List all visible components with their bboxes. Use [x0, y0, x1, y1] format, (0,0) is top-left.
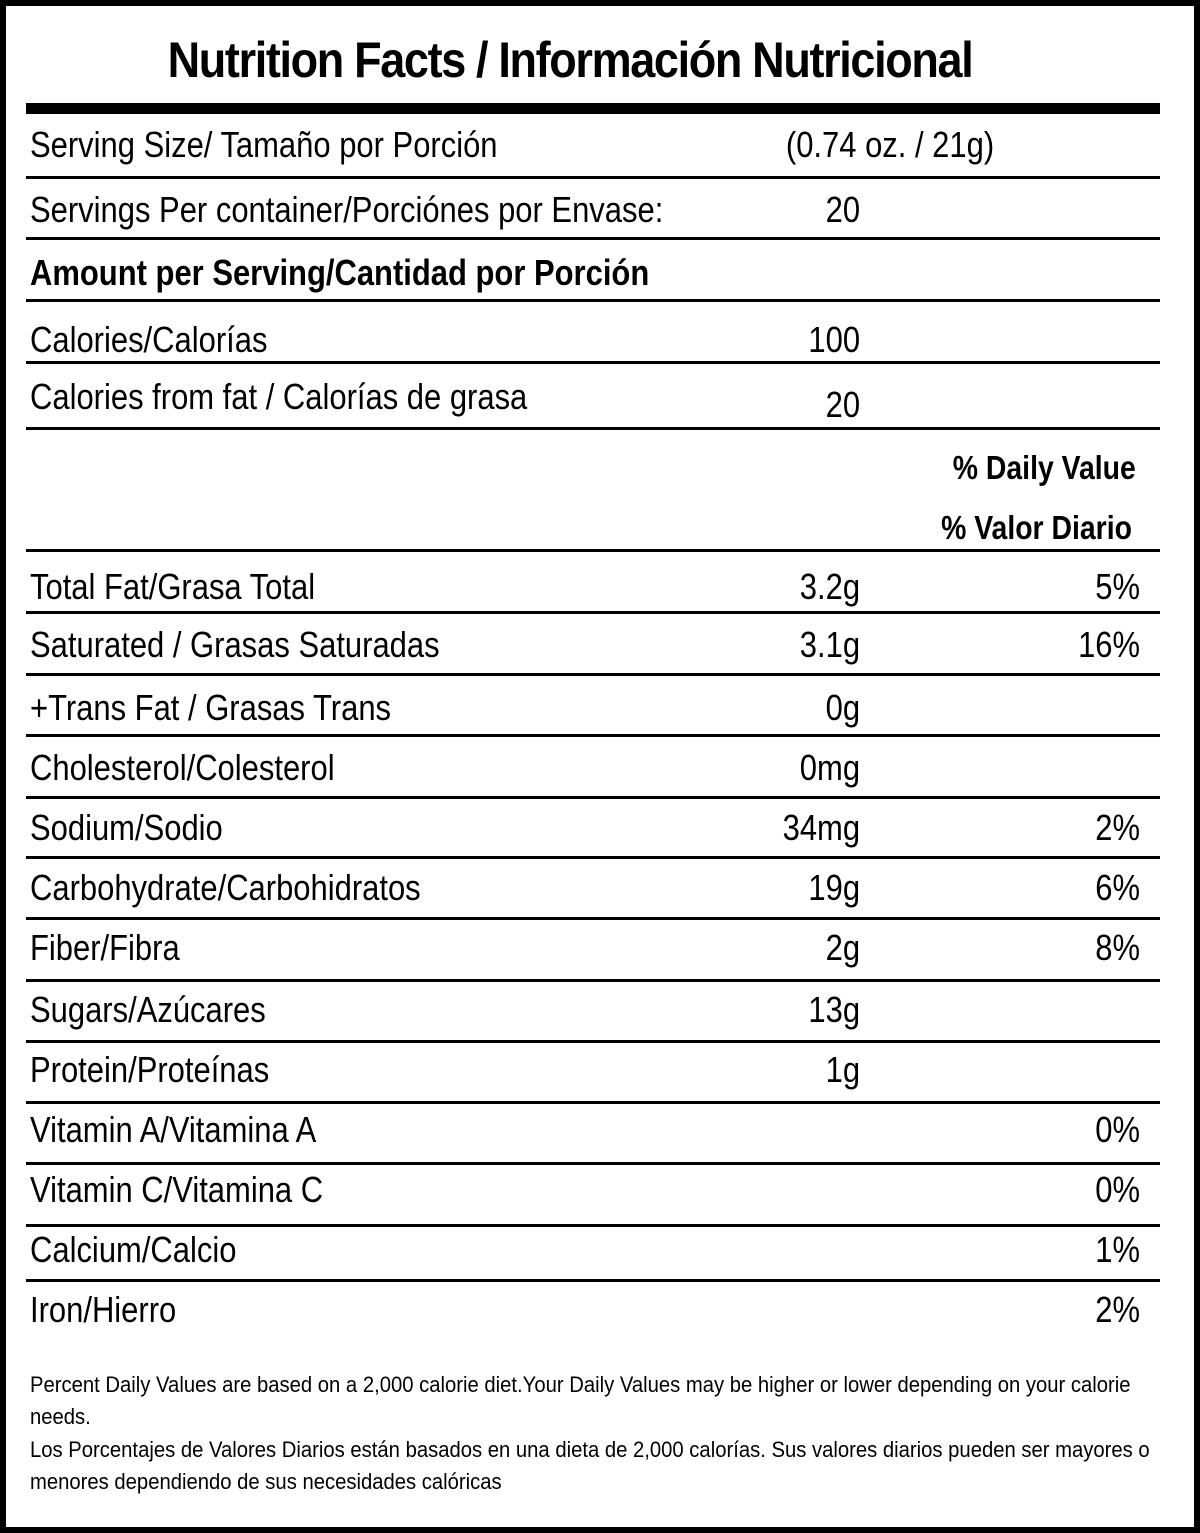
nutrient-row: Saturated / Grasas Saturadas 3.1g 16% — [0, 623, 1200, 667]
divider — [26, 979, 1160, 982]
amount-per-serving-header: Amount per Serving/Cantidad por Porción — [0, 251, 1200, 295]
nutrient-daily-value: 6% — [1095, 867, 1140, 908]
nutrient-row: Iron/Hierro 2% — [0, 1288, 1200, 1332]
nutrient-daily-value: 1% — [1095, 1229, 1140, 1270]
divider — [26, 734, 1160, 737]
divider — [26, 856, 1160, 859]
nutrient-label: Sodium/Sodio — [30, 807, 223, 848]
divider — [26, 237, 1160, 240]
nutrient-row: Calcium/Calcio 1% — [0, 1228, 1200, 1272]
nutrient-row: Vitamin C/Vitamina C 0% — [0, 1168, 1200, 1212]
footnote-en: Percent Daily Values are based on a 2,00… — [30, 1372, 1131, 1429]
divider — [26, 796, 1160, 799]
servings-per-container-label: Servings Per container/Porciónes por Env… — [30, 189, 664, 230]
divider — [26, 917, 1160, 920]
calories-value: 100 — [808, 319, 860, 360]
nutrient-row: Sodium/Sodio 34mg 2% — [0, 806, 1200, 850]
nutrient-label: Vitamin C/Vitamina C — [30, 1169, 324, 1210]
nutrient-label: Vitamin A/Vitamina A — [30, 1109, 317, 1150]
nutrient-amount: 19g — [808, 867, 860, 908]
divider — [26, 427, 1160, 430]
nutrient-amount: 3.1g — [799, 624, 860, 665]
divider — [26, 1279, 1160, 1282]
divider — [26, 1224, 1160, 1227]
nutrient-daily-value: 0% — [1095, 1109, 1140, 1150]
nutrient-amount: 2g — [825, 927, 860, 968]
nutrient-label: Saturated / Grasas Saturadas — [30, 624, 440, 665]
divider — [26, 611, 1160, 614]
daily-value-header-es-row: % Valor Diario — [0, 506, 1200, 550]
divider — [26, 361, 1160, 364]
nutrient-row: Sugars/Azúcares 13g — [0, 988, 1200, 1032]
nutrient-amount: 1g — [825, 1049, 860, 1090]
nutrient-row: Total Fat/Grasa Total 3.2g 5% — [0, 565, 1200, 609]
nutrient-daily-value: 2% — [1095, 807, 1140, 848]
nutrient-daily-value: 5% — [1095, 566, 1140, 607]
nutrient-label: Calcium/Calcio — [30, 1229, 237, 1270]
daily-value-header-en: % Daily Value — [953, 449, 1136, 486]
thick-divider — [26, 103, 1160, 114]
divider — [26, 1040, 1160, 1043]
nutrient-label: Protein/Proteínas — [30, 1049, 270, 1090]
calories-row: Calories/Calorías 100 — [0, 318, 1200, 362]
nutrient-label: Sugars/Azúcares — [30, 989, 266, 1030]
nutrient-daily-value: 2% — [1095, 1289, 1140, 1330]
nutrient-amount: 0mg — [799, 747, 860, 788]
serving-size-label: Serving Size/ Tamaño por Porción — [30, 124, 498, 165]
nutrient-daily-value: 0% — [1095, 1169, 1140, 1210]
nutrient-row: Cholesterol/Colesterol 0mg — [0, 746, 1200, 790]
calories-from-fat-label: Calories from fat / Calorías de grasa — [30, 376, 528, 417]
nutrient-row: Fiber/Fibra 2g 8% — [0, 926, 1200, 970]
daily-value-header-en-row: % Daily Value — [0, 446, 1200, 490]
amount-per-serving-label: Amount per Serving/Cantidad por Porción — [30, 252, 650, 293]
nutrient-label: Total Fat/Grasa Total — [30, 566, 316, 607]
nutrient-label: Iron/Hierro — [30, 1289, 177, 1330]
nutrient-label: +Trans Fat / Grasas Trans — [30, 687, 392, 728]
nutrient-label: Fiber/Fibra — [30, 927, 180, 968]
nutrient-label: Cholesterol/Colesterol — [30, 747, 335, 788]
daily-value-header-es: % Valor Diario — [941, 509, 1132, 546]
nutrient-daily-value: 16% — [1078, 624, 1140, 665]
nutrient-row: +Trans Fat / Grasas Trans 0g — [0, 686, 1200, 730]
nutrient-amount: 34mg — [782, 807, 860, 848]
serving-size-row: Serving Size/ Tamaño por Porción (0.74 o… — [0, 123, 1200, 167]
servings-per-container-value: 20 — [825, 189, 860, 230]
nutrient-row: Vitamin A/Vitamina A 0% — [0, 1108, 1200, 1152]
divider — [26, 176, 1160, 179]
divider — [26, 549, 1160, 552]
nutrient-amount: 13g — [808, 989, 860, 1030]
calories-from-fat-value: 20 — [825, 384, 860, 425]
calories-from-fat-row: Calories from fat / Calorías de grasa 20 — [0, 375, 1200, 425]
servings-per-container-row: Servings Per container/Porciónes por Env… — [0, 188, 1200, 232]
nutrient-label: Carbohydrate/Carbohidratos — [30, 867, 421, 908]
nutrient-amount: 3.2g — [799, 566, 860, 607]
divider — [26, 673, 1160, 676]
nutrient-row: Protein/Proteínas 1g — [0, 1048, 1200, 1092]
nutrient-row: Carbohydrate/Carbohidratos 19g 6% — [0, 866, 1200, 910]
divider — [26, 1101, 1160, 1104]
calories-label: Calories/Calorías — [30, 319, 268, 360]
serving-size-value: (0.74 oz. / 21g) — [785, 124, 994, 165]
divider — [26, 299, 1160, 302]
nutrient-daily-value: 8% — [1095, 927, 1140, 968]
footnote-es: Los Porcentajes de Valores Diarios están… — [30, 1437, 1150, 1494]
label-title: Nutrition Facts / Información Nutriciona… — [167, 32, 974, 88]
nutrient-amount: 0g — [825, 687, 860, 728]
divider — [26, 1162, 1160, 1165]
